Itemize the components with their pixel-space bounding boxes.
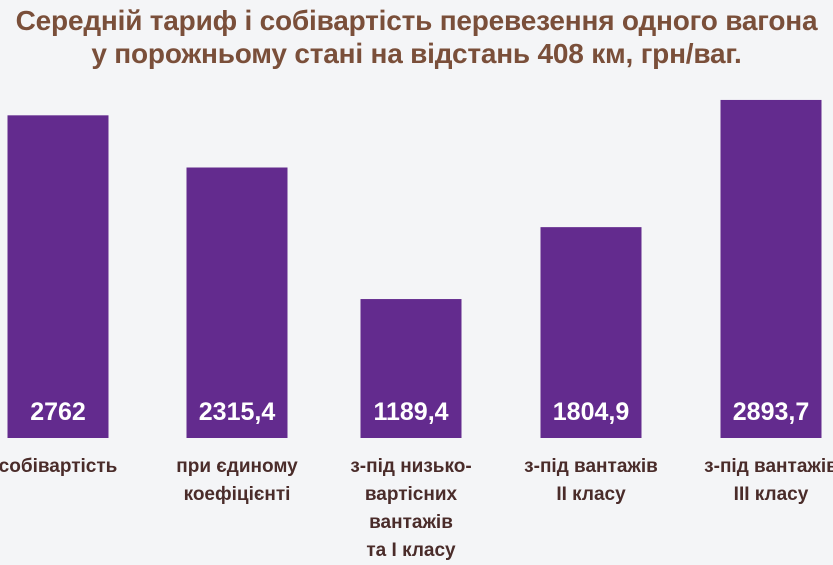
bar-2	[186, 167, 288, 438]
bar-value-label-3: 1189,4	[373, 398, 448, 426]
bar-4	[540, 227, 642, 438]
category-label-line: та I класу	[366, 540, 456, 561]
bar-value-label-5: 2893,7	[733, 398, 809, 426]
bar-1	[7, 115, 109, 439]
bar-5	[720, 99, 822, 438]
category-label-line: з-під вантажів	[524, 456, 658, 477]
chart-title: Середній тариф і собівартість перевезенн…	[0, 4, 833, 70]
category-label-line: III класу	[734, 484, 809, 505]
category-label-3: з-під низько-вартісних вантажів та I класу	[350, 456, 471, 561]
bar-value-label-2: 2315,4	[199, 398, 276, 426]
chart-title-line-2: у порожньому стані на відстань 408 км, г…	[91, 38, 742, 69]
category-label-line: при єдиному	[176, 456, 298, 477]
category-label-line: II класу	[556, 484, 626, 505]
category-label-line: з-під низько-	[350, 456, 471, 477]
bar-value-label-1: 2762	[30, 398, 86, 426]
chart-title-line-1: Середній тариф і собівартість перевезенн…	[15, 5, 818, 36]
bar-value-label-4: 1804,9	[553, 398, 629, 426]
category-label-line: з-під вантажів	[704, 456, 833, 477]
category-label-line: вантажів	[369, 512, 453, 533]
category-label-line: коефіцієнті	[184, 484, 291, 505]
category-label-2: при єдиному коефіцієнті	[176, 456, 298, 505]
category-label-4: з-під вантажів II класу	[524, 456, 658, 505]
category-label-line: собівартість	[0, 456, 117, 477]
category-label-1: собівартість	[0, 456, 117, 477]
category-label-line: вартісних	[365, 484, 458, 505]
category-label-5: з-під вантажів III класу	[704, 456, 833, 505]
bar-3	[360, 299, 462, 438]
